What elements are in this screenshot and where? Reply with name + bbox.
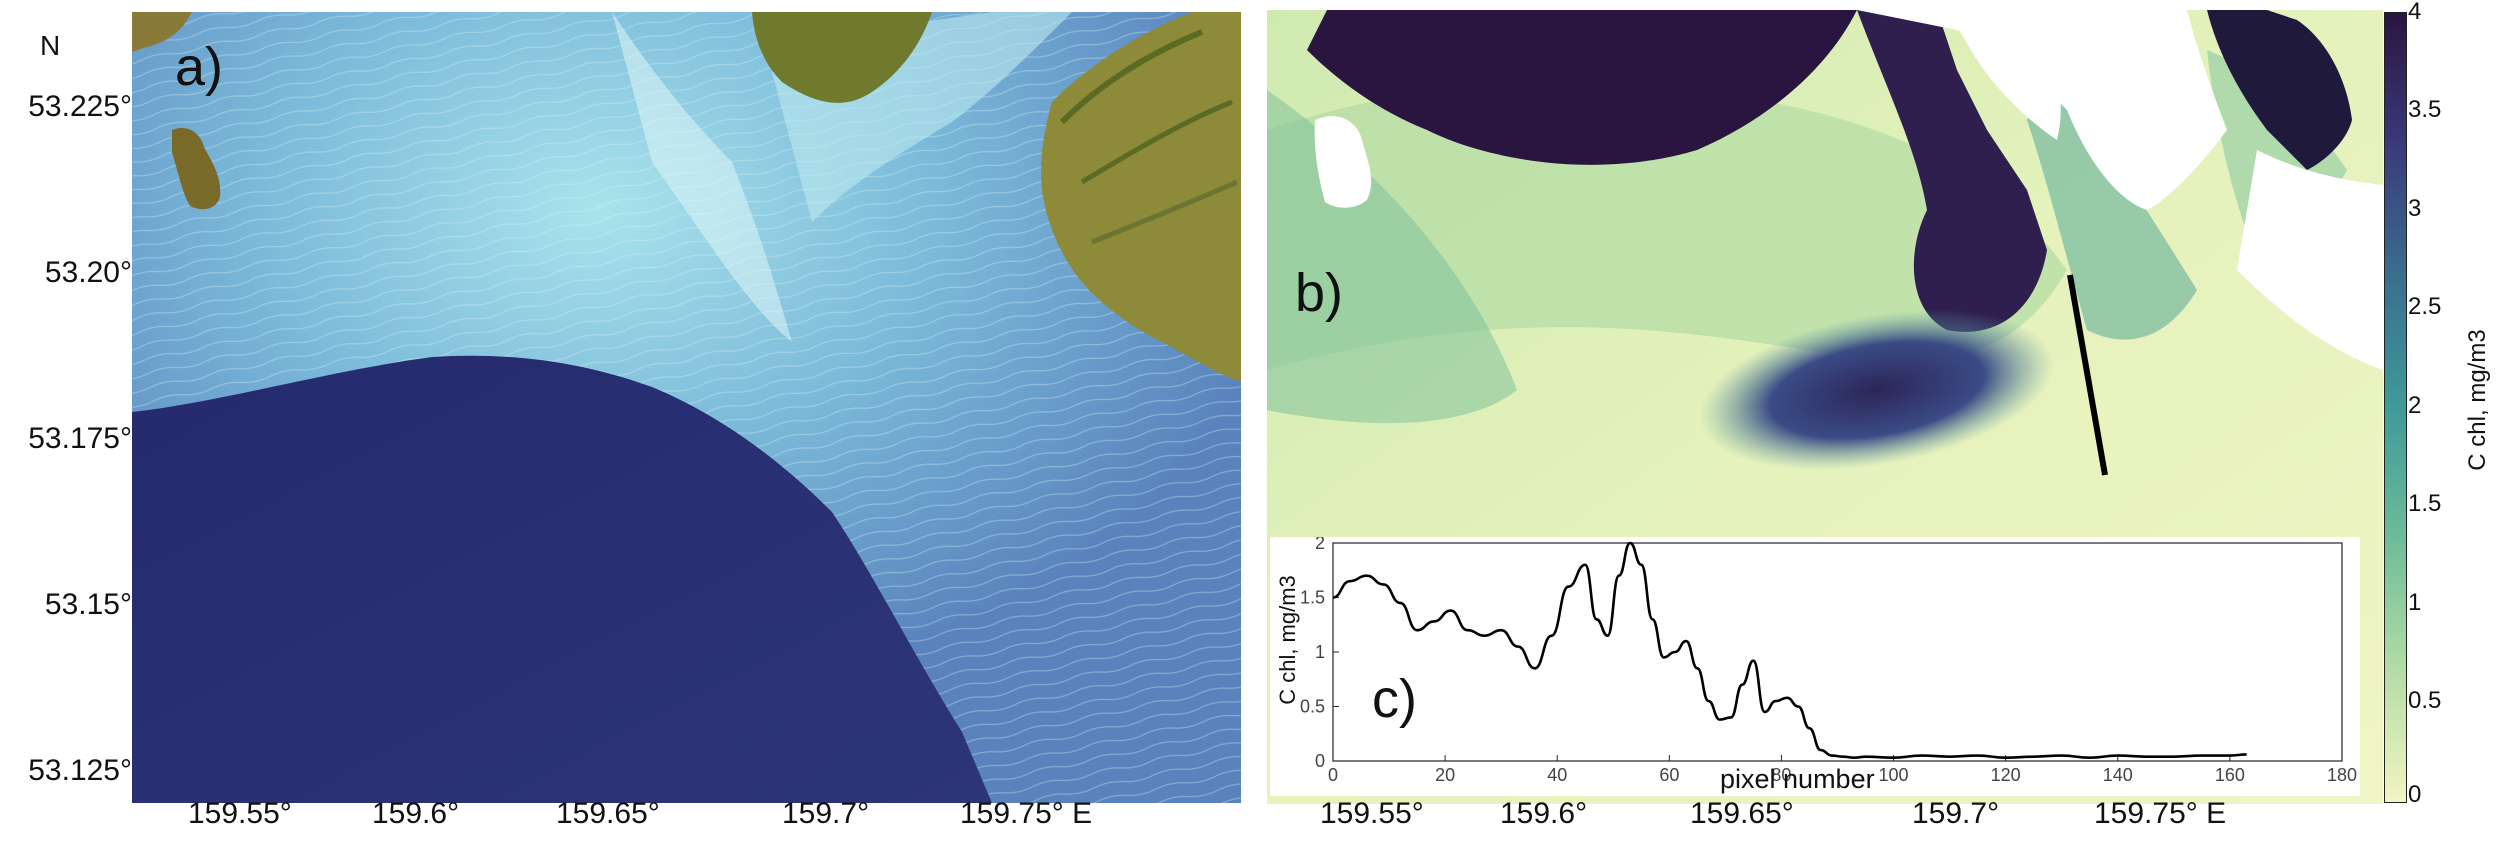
panel-c-inset	[1270, 537, 2360, 796]
latitude-tick: 53.20°	[44, 256, 132, 289]
inset-x-tick-label: 100	[1879, 765, 1909, 785]
island	[172, 127, 221, 210]
inset-x-tick-label: 80	[1771, 765, 1791, 785]
inset-plot-frame	[1332, 542, 2343, 762]
north-label: N	[40, 30, 61, 61]
colorbar	[2384, 12, 2407, 803]
land-mask	[1857, 10, 2227, 210]
inset-y-tick-label: 2	[1315, 537, 1325, 553]
inset-y-tick-label: 0	[1315, 751, 1325, 771]
longitude-tick: 159.7°	[1912, 797, 2000, 830]
coastal-land	[752, 12, 932, 103]
inset-y-axis-label: C chl, mg/m3	[1275, 575, 1300, 705]
inset-x-tick-label: 160	[2215, 765, 2245, 785]
land-mask	[2237, 150, 2383, 370]
inset-x-tick-label: 140	[2103, 765, 2133, 785]
longitude-tick: 159.75° E	[960, 797, 1093, 830]
panel-a-satellite-image	[132, 12, 1241, 803]
transect-line	[2067, 274, 2108, 476]
colorbar-label: C chl, mg/m3	[2464, 329, 2491, 471]
longitude-tick: 159.65°	[556, 797, 660, 830]
latitude-tick: 53.225°	[28, 90, 132, 123]
longitude-tick: 159.55°	[1320, 797, 1424, 830]
inset-x-tick-label: 40	[1547, 765, 1567, 785]
latitude-tick: 53.125°	[28, 754, 132, 787]
chlorophyll-profile-line	[1332, 541, 2247, 760]
longitude-tick: 159.7°	[782, 797, 870, 830]
inset-x-axis-label: pixel number	[1720, 764, 1875, 794]
inset-x-tick-label: 180	[2327, 765, 2357, 785]
longitude-tick: 159.6°	[1500, 797, 1588, 830]
panel-b-label: b)	[1295, 263, 1344, 323]
inset-x-tick-label: 20	[1435, 765, 1455, 785]
colorbar-tick: 0	[2408, 781, 2422, 808]
clear-ocean-water	[132, 355, 992, 803]
colorbar-tick: 2	[2408, 392, 2422, 419]
colorbar-tick: 3.5	[2408, 96, 2442, 123]
latitude-tick: 53.175°	[28, 422, 132, 455]
longitude-tick: 159.65°	[1690, 797, 1794, 830]
colorbar-tick: 1	[2408, 589, 2422, 616]
colorbar-tick: 4	[2408, 0, 2422, 25]
longitude-tick: 159.55°	[188, 797, 292, 830]
inset-y-tick-label: 1	[1315, 642, 1325, 662]
panel-a-label: a)	[175, 37, 224, 97]
inset-y-tick-label: 0.5	[1300, 697, 1325, 717]
high-chlorophyll-area	[1857, 10, 2047, 332]
longitude-tick: 159.75° E	[2094, 797, 2227, 830]
latitude-tick: 53.15°	[44, 588, 132, 621]
colorbar-tick: 1.5	[2408, 490, 2442, 517]
panel-c-label: c)	[1372, 669, 1417, 729]
colorbar-tick: 3	[2408, 195, 2422, 222]
inset-x-tick-label: 0	[1328, 765, 1338, 785]
panel-c-line-chart: 0 20 40 60 80 100 120 140 160 180 0 0.5 1 1.5 2	[1300, 537, 2357, 785]
colorbar-tick: 2.5	[2408, 293, 2442, 320]
coastal-land	[1041, 12, 1241, 382]
high-chlorophyll-area	[1307, 10, 1857, 165]
inset-y-tick-label: 1.5	[1300, 588, 1325, 608]
colorbar-tick: 0.5	[2408, 687, 2442, 714]
inset-x-tick-label: 120	[1991, 765, 2021, 785]
inset-x-tick-label: 60	[1659, 765, 1679, 785]
longitude-tick: 159.6°	[372, 797, 460, 830]
island-mask	[1314, 116, 1372, 208]
